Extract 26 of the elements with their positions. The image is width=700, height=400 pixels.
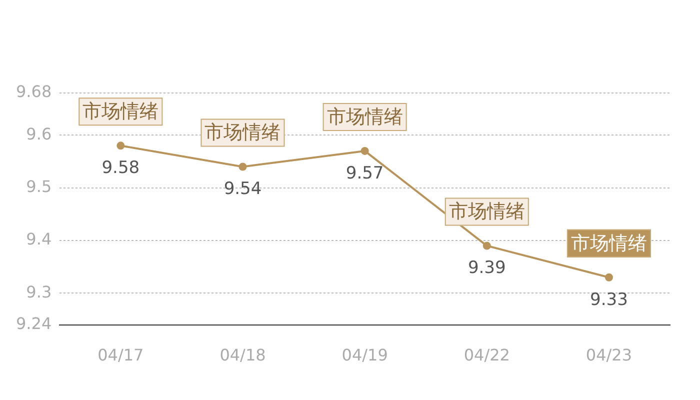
y-tick-label: 9.3 [26, 282, 52, 302]
data-label: 9.57 [346, 163, 384, 184]
point [604, 273, 613, 282]
x-tick-label: 04/18 [220, 346, 266, 365]
data-label: 9.54 [224, 179, 262, 200]
x-tick-label: 04/19 [342, 346, 388, 365]
data-label: 9.33 [590, 290, 628, 310]
point [482, 242, 491, 250]
annotation: 市场情绪 [326, 106, 403, 128]
y-tick-label: 9.5 [26, 176, 52, 196]
x-tick-label: 04/23 [586, 346, 632, 365]
point [116, 142, 125, 150]
y-tick-label: 9.4 [26, 230, 52, 249]
x-tick-label: 04/22 [464, 346, 510, 365]
annotation: 市场情绪 [82, 100, 159, 123]
x-tick-label: 04/17 [98, 346, 144, 365]
y-tick-label: 9.68 [16, 82, 52, 102]
point [238, 162, 247, 171]
data-label: 9.39 [468, 258, 506, 278]
y-tick-label: 9.24 [16, 314, 52, 333]
y-tick-label: 9.6 [26, 124, 52, 144]
annotation: 市场情绪 [570, 232, 647, 254]
data-label: 9.58 [102, 158, 140, 178]
annotation: 市场情绪 [448, 200, 525, 223]
point [360, 146, 369, 155]
annotation: 市场情绪 [204, 122, 281, 144]
